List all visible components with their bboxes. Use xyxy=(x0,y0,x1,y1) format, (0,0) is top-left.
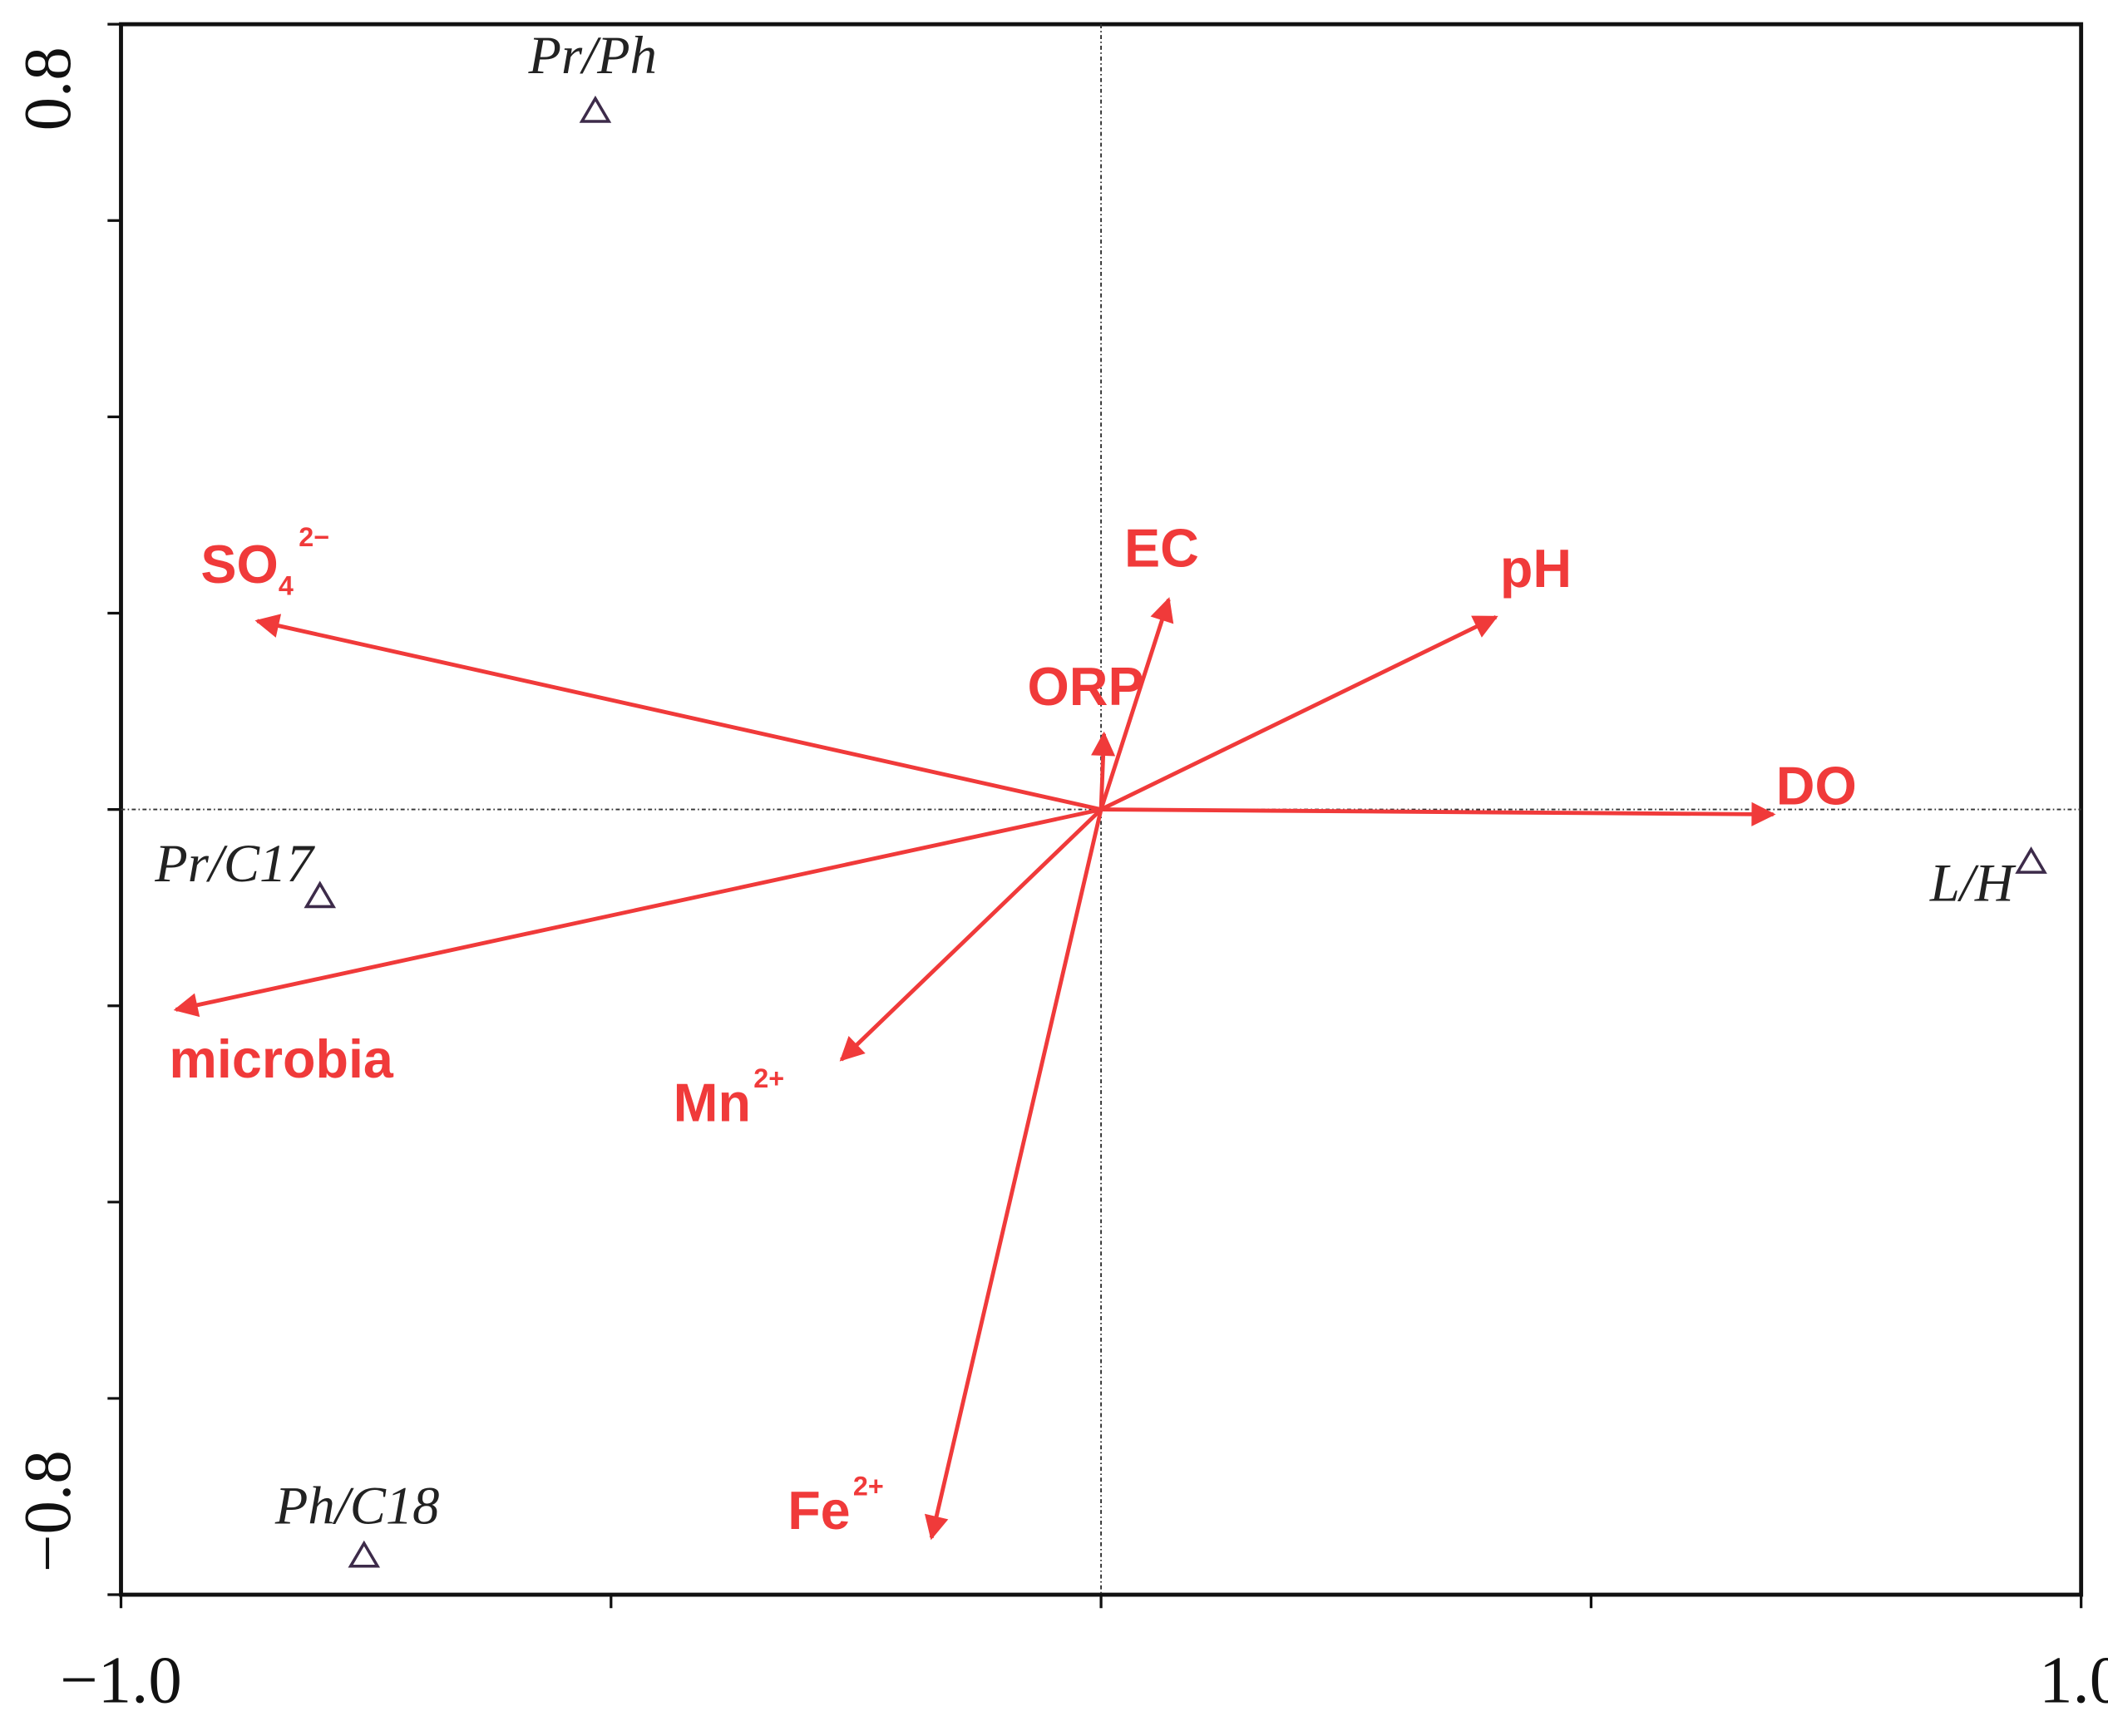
vector-label: microbia xyxy=(169,1028,393,1089)
vector-label: Mn 2+ xyxy=(674,1063,784,1132)
vector-label: Fe 2+ xyxy=(787,1471,884,1541)
vector xyxy=(1098,597,1174,811)
point xyxy=(2015,846,2047,874)
vector-label: ORP xyxy=(1027,656,1143,717)
vector-label: pH xyxy=(1500,538,1572,599)
vector-sup: 2− xyxy=(299,522,329,552)
vector xyxy=(1091,731,1116,810)
vector xyxy=(924,809,1103,1541)
vector-name: EC xyxy=(1124,517,1199,578)
point xyxy=(304,880,337,909)
point-label: L/H xyxy=(1929,852,2017,912)
point xyxy=(348,1540,381,1568)
vector xyxy=(1101,801,1776,826)
x-tick-label: −1.0 xyxy=(60,1643,182,1717)
y-tick-label: 0.8 xyxy=(11,47,85,131)
point xyxy=(579,95,612,123)
point-label: Pr/Ph xyxy=(527,25,656,85)
x-tick-label: 1.0 xyxy=(2039,1643,2108,1717)
vector xyxy=(839,807,1103,1062)
vector-sup: 2+ xyxy=(753,1063,784,1092)
point-label: Pr/C17 xyxy=(154,833,315,893)
vector-label: DO xyxy=(1776,755,1857,816)
vector-label: SO42− xyxy=(200,522,329,600)
vector xyxy=(254,614,1102,811)
vector-sub: 4 xyxy=(279,570,294,600)
y-tick-label: −0.8 xyxy=(11,1450,85,1572)
vector-name: SO xyxy=(200,534,278,594)
vector-name: DO xyxy=(1776,755,1857,816)
vector xyxy=(173,807,1102,1018)
vector-name: microbia xyxy=(169,1028,393,1089)
vector-sup: 2+ xyxy=(853,1471,884,1501)
vector-name: ORP xyxy=(1027,656,1143,717)
point-label: Ph/C18 xyxy=(274,1475,440,1535)
vector-name: Fe xyxy=(787,1480,850,1541)
vector-name: Mn xyxy=(674,1072,751,1132)
vector-name: pH xyxy=(1500,538,1572,599)
vector-label: EC xyxy=(1124,517,1199,578)
vector xyxy=(1100,615,1498,811)
